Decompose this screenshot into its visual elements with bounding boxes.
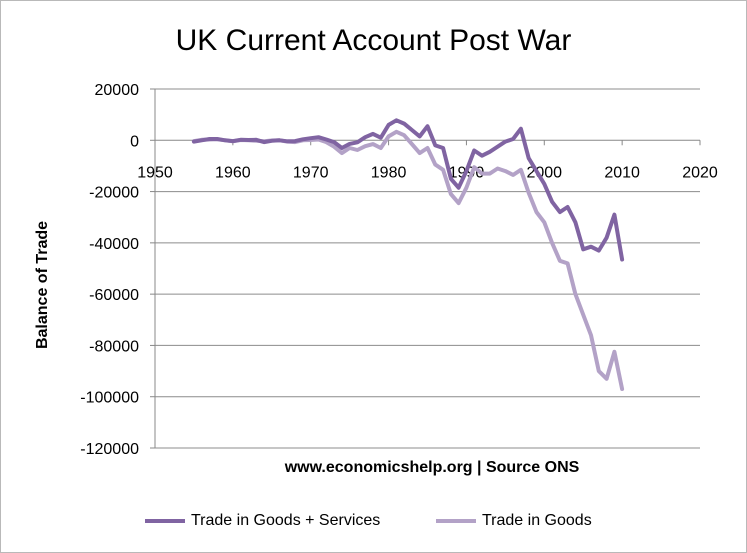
y-tick-label: -60000: [89, 287, 139, 304]
legend-item-goods-services: Trade in Goods + Services: [145, 512, 380, 530]
chart-title: UK Current Account Post War: [175, 24, 572, 57]
y-tick-labels: 20000 0 -20000 -40000 -60000 -80000 -100000 -12…: [80, 82, 139, 458]
x-tick-labels: 1950 1960 1970 1980 1990 2000 2010 2020: [137, 164, 718, 181]
legend-label: Trade in Goods: [482, 512, 592, 529]
legend: Trade in Goods + Services Trade in Goods: [0, 512, 747, 536]
x-tick-label: 1950: [137, 164, 173, 181]
legend-swatch: [436, 519, 476, 523]
x-tick-label: 1970: [293, 164, 329, 181]
legend-item-goods: Trade in Goods: [436, 512, 592, 530]
series-lines: [191, 118, 625, 391]
legend-swatch: [145, 519, 185, 523]
x-tick-label: 1980: [371, 164, 407, 181]
y-tick-label: 20000: [95, 82, 140, 99]
x-axis-label: www.economicshelp.org | Source ONS: [284, 459, 580, 476]
legend-label: Trade in Goods + Services: [191, 512, 381, 529]
y-tick-label: 0: [130, 133, 139, 150]
series-line-trade-in-goods-services: [191, 118, 625, 262]
x-tick-label: 2010: [604, 164, 640, 181]
y-tick-label: -100000: [80, 390, 139, 407]
x-tick-label: 1960: [215, 164, 251, 181]
y-axis-label: Balance of Trade: [34, 221, 51, 349]
y-tick-label: -80000: [89, 338, 139, 355]
x-tick-label: 2020: [682, 164, 718, 181]
y-tick-label: -120000: [80, 441, 139, 458]
y-tick-label: -20000: [89, 185, 139, 202]
y-tick-label: -40000: [89, 236, 139, 253]
